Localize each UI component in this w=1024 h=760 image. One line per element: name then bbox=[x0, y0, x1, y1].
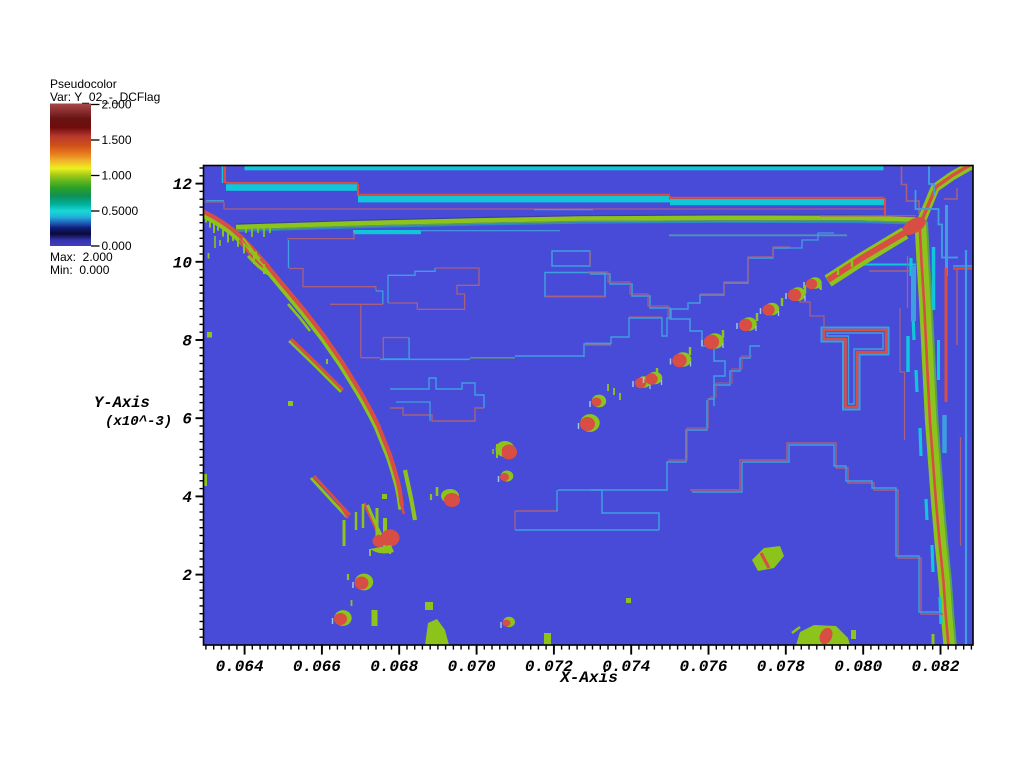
svg-text:2: 2 bbox=[182, 567, 192, 585]
svg-text:0.082: 0.082 bbox=[911, 658, 959, 676]
svg-text:0.000: 0.000 bbox=[102, 239, 132, 253]
svg-text:12: 12 bbox=[173, 176, 193, 194]
svg-text:Max: 2.000: Max: 2.000 bbox=[50, 250, 113, 264]
svg-text:0.5000: 0.5000 bbox=[102, 204, 139, 218]
svg-text:8: 8 bbox=[182, 333, 192, 351]
svg-text:0.068: 0.068 bbox=[370, 658, 418, 676]
svg-text:X-Axis: X-Axis bbox=[559, 669, 618, 687]
svg-text:0.074: 0.074 bbox=[602, 658, 650, 676]
svg-text:0.076: 0.076 bbox=[679, 658, 727, 676]
svg-text:(x10^-3): (x10^-3) bbox=[105, 414, 172, 430]
svg-text:Pseudocolor: Pseudocolor bbox=[50, 77, 117, 91]
svg-text:Min: 0.000: Min: 0.000 bbox=[50, 263, 110, 277]
svg-text:0.066: 0.066 bbox=[293, 658, 341, 676]
svg-text:6: 6 bbox=[182, 411, 192, 429]
svg-text:0.072: 0.072 bbox=[525, 658, 573, 676]
svg-text:0.080: 0.080 bbox=[834, 658, 882, 676]
svg-text:0.070: 0.070 bbox=[448, 658, 496, 676]
svg-text:0.078: 0.078 bbox=[757, 658, 805, 676]
svg-text:4: 4 bbox=[182, 489, 192, 507]
svg-text:10: 10 bbox=[173, 254, 193, 272]
svg-text:1.000: 1.000 bbox=[102, 169, 132, 183]
svg-text:1.500: 1.500 bbox=[102, 133, 132, 147]
svg-text:2.000: 2.000 bbox=[102, 98, 132, 112]
svg-text:Y-Axis: Y-Axis bbox=[94, 394, 150, 412]
svg-text:Var: Y_02_-_DCFlag: Var: Y_02_-_DCFlag bbox=[50, 90, 160, 104]
svg-text:0.064: 0.064 bbox=[216, 658, 264, 676]
